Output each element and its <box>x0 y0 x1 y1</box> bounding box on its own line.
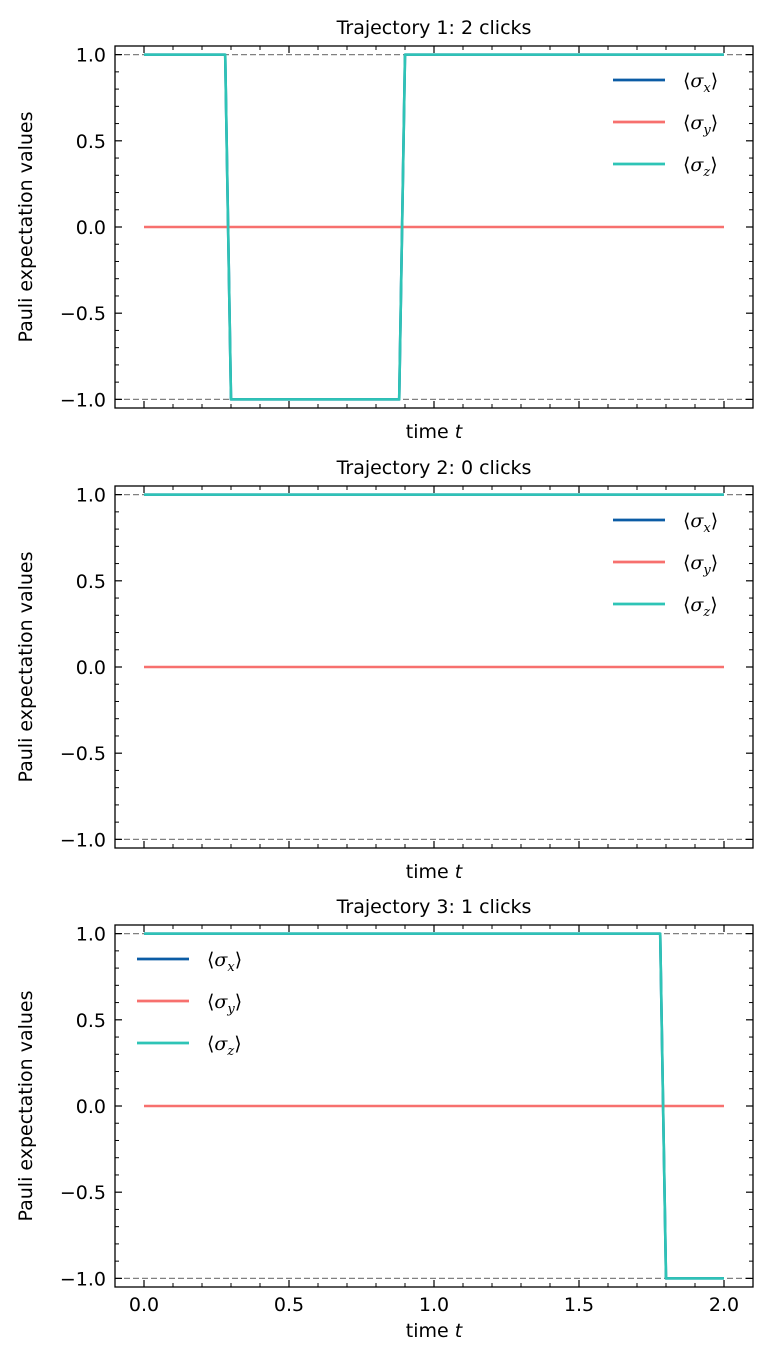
legend-sigma: σ <box>690 594 704 616</box>
legend-bracket-close: ⟩ <box>711 112 718 134</box>
legend-label-sigma-x: ⟨σx⟩ <box>683 70 718 96</box>
legend-label-sigma-y: ⟨σy⟩ <box>207 991 242 1017</box>
x-axis-label-text: time <box>406 1320 455 1342</box>
legend-bracket-open: ⟨ <box>683 70 690 92</box>
legend-sigma: σ <box>690 112 704 134</box>
legend-bracket-open: ⟨ <box>683 154 690 176</box>
chart-panel-3: 0.0 0.5 1.0 1.5 2.0 1.0 0.5 0.0 −0.5 −1.0 Trajecto… <box>15 896 754 1342</box>
y-tick-label: −1.0 <box>60 829 106 851</box>
y-axis-label: Pauli expectation values <box>15 990 37 1221</box>
chart-panel-1: 1.0 0.5 0.0 −0.5 −1.0 Trajectory 1: 2 clicks t… <box>15 17 754 443</box>
x-axis-label-text: time <box>406 861 455 883</box>
chart-title: Trajectory 3: 1 clicks <box>336 896 532 918</box>
legend-label-sigma-z: ⟨σz⟩ <box>683 154 718 180</box>
x-axis-label: time t <box>406 861 464 883</box>
x-axis-label-var: t <box>455 861 464 883</box>
legend-subscript: x <box>227 960 235 975</box>
y-tick-label: 0.0 <box>76 217 106 239</box>
y-tick-label: 0.0 <box>76 1096 106 1118</box>
legend-label-sigma-x: ⟨σx⟩ <box>683 510 718 536</box>
legend-sigma: σ <box>214 949 228 971</box>
y-axis-label: Pauli expectation values <box>15 551 37 782</box>
x-tick-label: 2.0 <box>709 1294 739 1316</box>
x-tick-label: 0.0 <box>129 1294 159 1316</box>
legend-subscript: x <box>703 81 711 96</box>
series-line-sigma-z <box>144 53 724 401</box>
legend-bracket-close: ⟩ <box>711 70 718 92</box>
legend-subscript: y <box>226 1002 235 1017</box>
legend-bracket-open: ⟨ <box>207 991 214 1013</box>
legend-sigma: σ <box>690 552 704 574</box>
legend-bracket-close: ⟩ <box>711 552 718 574</box>
legend-label-sigma-y: ⟨σy⟩ <box>683 112 718 138</box>
legend-bracket-close: ⟩ <box>235 949 242 971</box>
legend-bracket-open: ⟨ <box>683 552 690 574</box>
legend-label-sigma-y: ⟨σy⟩ <box>683 552 718 578</box>
legend-bracket-open: ⟨ <box>207 1033 214 1055</box>
legend-subscript: y <box>702 563 711 578</box>
y-tick-label: 1.0 <box>76 45 106 67</box>
y-tick-label: −1.0 <box>60 389 106 411</box>
chart-title: Trajectory 2: 0 clicks <box>336 457 532 479</box>
y-tick-label: 1.0 <box>76 924 106 946</box>
chart-panel-2: 1.0 0.5 0.0 −0.5 −1.0 Trajectory 2: 0 clicks t… <box>15 457 754 883</box>
legend-sigma: σ <box>690 510 704 532</box>
series-line-sigma-z <box>144 932 724 1280</box>
legend-subscript: z <box>226 1044 234 1059</box>
x-tick-label: 1.5 <box>564 1294 594 1316</box>
x-axis-label-text: time <box>406 421 455 443</box>
x-axis-label: time t <box>406 1320 464 1342</box>
legend-subscript: x <box>703 521 711 536</box>
legend-bracket-close: ⟩ <box>711 510 718 532</box>
legend-bracket-close: ⟩ <box>710 594 717 616</box>
legend-sigma: σ <box>690 70 704 92</box>
legend-bracket-open: ⟨ <box>683 594 690 616</box>
y-tick-label: 0.5 <box>76 131 106 153</box>
legend-label-sigma-z: ⟨σz⟩ <box>683 594 718 620</box>
legend-sigma: σ <box>214 991 228 1013</box>
x-axis-label-var: t <box>455 421 464 443</box>
y-tick-label: −0.5 <box>60 1182 106 1204</box>
chart-title: Trajectory 1: 2 clicks <box>336 17 532 39</box>
y-tick-label: −1.0 <box>60 1268 106 1290</box>
legend-bracket-close: ⟩ <box>710 154 717 176</box>
y-tick-label: 0.0 <box>76 657 106 679</box>
y-tick-label: −0.5 <box>60 303 106 325</box>
y-tick-label: −0.5 <box>60 743 106 765</box>
legend-bracket-close: ⟩ <box>235 991 242 1013</box>
legend-sigma: σ <box>214 1033 228 1055</box>
legend-sigma: σ <box>690 154 704 176</box>
legend-bracket-close: ⟩ <box>234 1033 241 1055</box>
legend-subscript: z <box>702 605 710 620</box>
y-tick-label: 1.0 <box>76 485 106 507</box>
y-tick-label: 0.5 <box>76 1010 106 1032</box>
x-axis-label-var: t <box>455 1320 464 1342</box>
legend-label-sigma-x: ⟨σx⟩ <box>207 949 242 975</box>
x-tick-label: 0.5 <box>274 1294 304 1316</box>
legend-subscript: y <box>702 123 711 138</box>
y-tick-label: 0.5 <box>76 571 106 593</box>
legend-subscript: z <box>702 165 710 180</box>
legend-bracket-open: ⟨ <box>207 949 214 971</box>
x-tick-label: 1.0 <box>419 1294 449 1316</box>
y-axis-label: Pauli expectation values <box>15 111 37 342</box>
x-axis-label: time t <box>406 421 464 443</box>
legend-bracket-open: ⟨ <box>683 510 690 532</box>
legend-bracket-open: ⟨ <box>683 112 690 134</box>
legend-label-sigma-z: ⟨σz⟩ <box>207 1033 242 1059</box>
